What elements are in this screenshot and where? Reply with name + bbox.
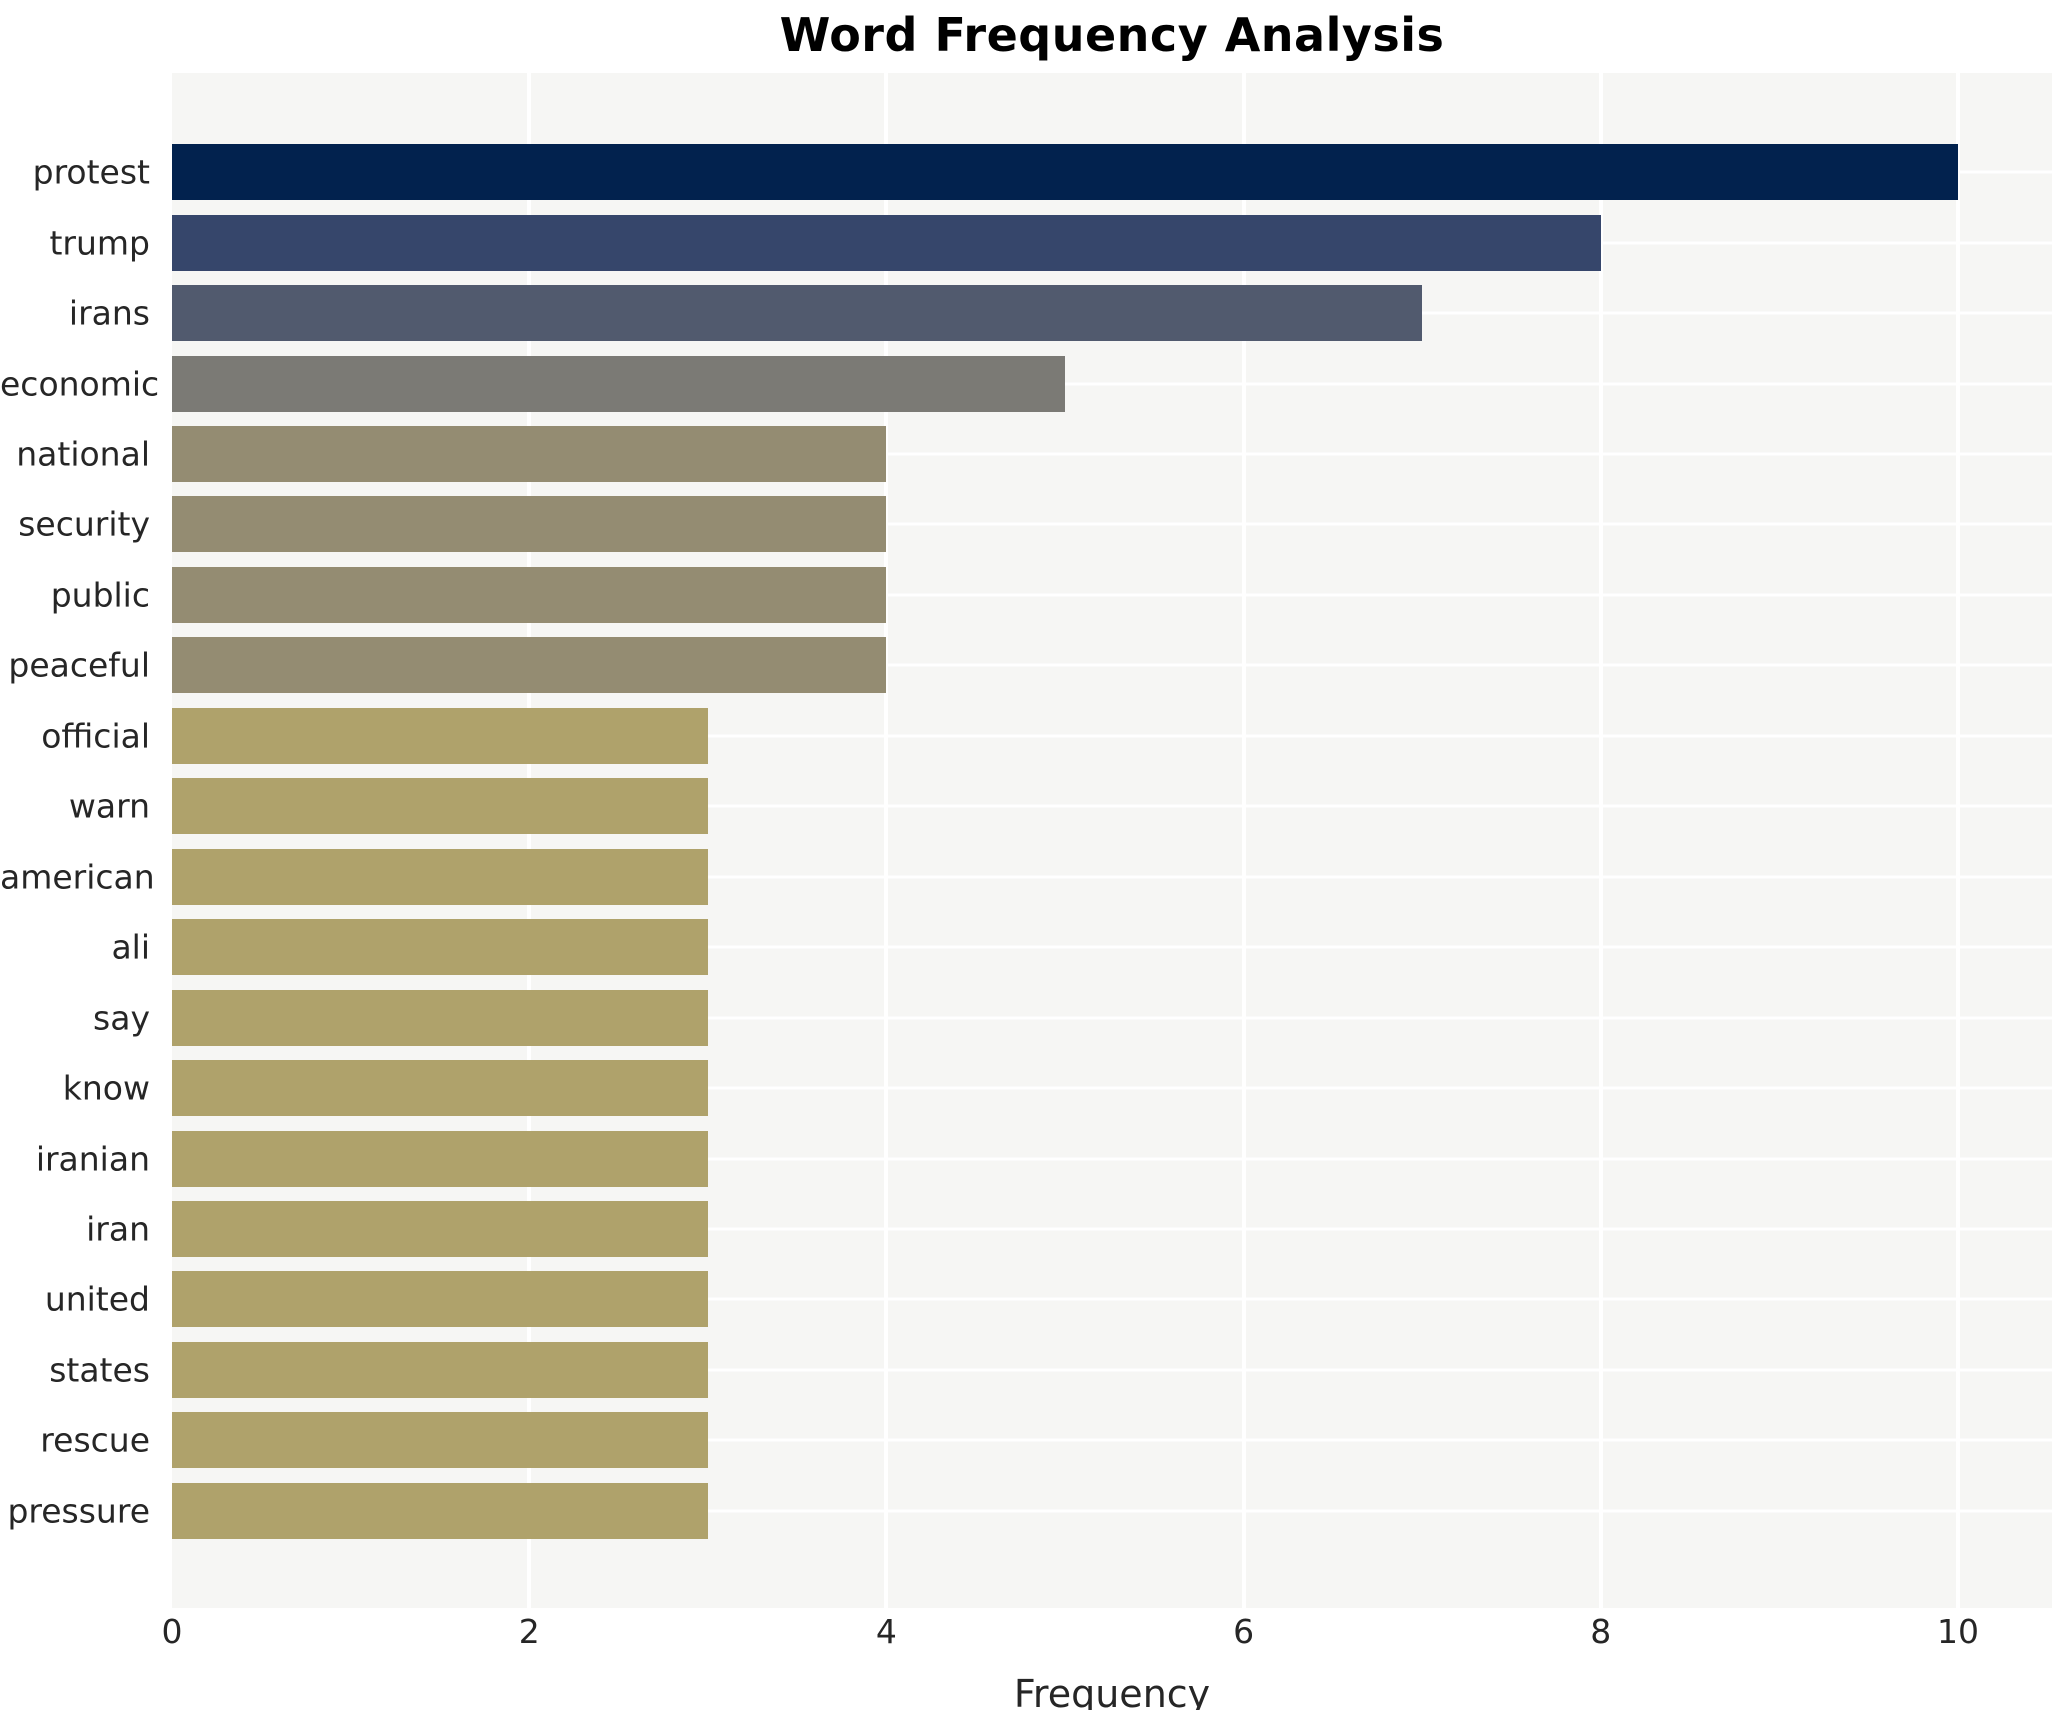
y-gridline-official	[172, 734, 2052, 738]
bar-states	[172, 1341, 708, 1398]
y-tick-label-irans: irans	[68, 293, 150, 333]
y-tick-label-states: states	[49, 1350, 150, 1390]
bar-economic	[172, 355, 1065, 412]
y-tick-label-united: united	[44, 1279, 150, 1319]
bar-say	[172, 989, 708, 1046]
bar-official	[172, 707, 708, 764]
chart-title: Word Frequency Analysis	[779, 8, 1445, 62]
y-axis-labels: protest trump irans economic national securit…	[0, 73, 160, 1608]
bar-pressure	[172, 1482, 708, 1539]
y-gridline-american	[172, 875, 2052, 879]
y-tick-label-pressure: pressure	[7, 1491, 150, 1531]
bar-irans	[172, 285, 1423, 342]
x-tick-label-0: 0	[161, 1612, 183, 1651]
x-gridline-10	[1956, 73, 1960, 1608]
y-tick-label-iranian: iranian	[35, 1139, 150, 1179]
bar-rescue	[172, 1412, 708, 1469]
y-gridline-economic	[172, 382, 2052, 386]
x-tick-label-8: 8	[1590, 1612, 1612, 1651]
bar-national	[172, 426, 887, 483]
y-gridline-warn	[172, 804, 2052, 808]
y-tick-label-say: say	[93, 998, 150, 1038]
x-axis-ticks: 0 2 4 6 8 10	[0, 1612, 2052, 1656]
x-tick-label-6: 6	[1233, 1612, 1255, 1651]
y-gridline-states	[172, 1368, 2052, 1372]
bar-iran	[172, 1200, 708, 1257]
y-tick-label-security: security	[18, 504, 150, 544]
y-gridline-rescue	[172, 1438, 2052, 1442]
y-tick-label-trump: trump	[49, 223, 150, 263]
y-gridline-public	[172, 593, 2052, 597]
x-gridline-6	[1241, 73, 1246, 1608]
y-tick-label-ali: ali	[111, 927, 150, 967]
y-tick-label-iran: iran	[86, 1209, 150, 1249]
x-gridline-8	[1598, 73, 1603, 1608]
bar-public	[172, 566, 887, 623]
y-tick-label-national: national	[16, 434, 150, 474]
x-gridline-2	[527, 73, 532, 1608]
y-gridline-national	[172, 452, 2052, 456]
y-gridline-united	[172, 1297, 2052, 1301]
bar-american	[172, 848, 708, 905]
plot-area	[172, 73, 2052, 1608]
y-gridline-pressure	[172, 1509, 2052, 1513]
bar-know	[172, 1060, 708, 1117]
y-gridline-security	[172, 522, 2052, 526]
bar-trump	[172, 214, 1601, 271]
y-gridline-know	[172, 1086, 2052, 1090]
x-tick-label-10: 10	[1937, 1612, 1979, 1651]
x-tick-label-2: 2	[518, 1612, 540, 1651]
y-gridline-iranian	[172, 1157, 2052, 1161]
bar-peaceful	[172, 637, 887, 694]
bar-security	[172, 496, 887, 553]
bar-protest	[172, 144, 1958, 201]
bar-warn	[172, 778, 708, 835]
x-axis-title: Frequency	[1013, 1672, 1211, 1710]
y-gridline-say	[172, 1016, 2052, 1020]
y-tick-label-public: public	[50, 575, 150, 615]
bar-united	[172, 1271, 708, 1328]
y-tick-label-american: american	[0, 857, 155, 897]
x-gridline-4	[884, 73, 889, 1608]
y-tick-label-economic: economic	[0, 364, 160, 404]
x-tick-label-4: 4	[875, 1612, 897, 1651]
y-tick-label-official: official	[41, 716, 150, 756]
y-tick-label-peaceful: peaceful	[8, 645, 150, 685]
y-gridline-ali	[172, 945, 2052, 949]
y-gridline-iran	[172, 1227, 2052, 1231]
y-gridline-peaceful	[172, 663, 2052, 667]
y-tick-label-protest: protest	[32, 152, 150, 192]
y-tick-label-warn: warn	[68, 786, 150, 826]
bar-ali	[172, 919, 708, 976]
y-tick-label-know: know	[62, 1068, 150, 1108]
bar-iranian	[172, 1130, 708, 1187]
y-tick-label-rescue: rescue	[40, 1420, 150, 1460]
